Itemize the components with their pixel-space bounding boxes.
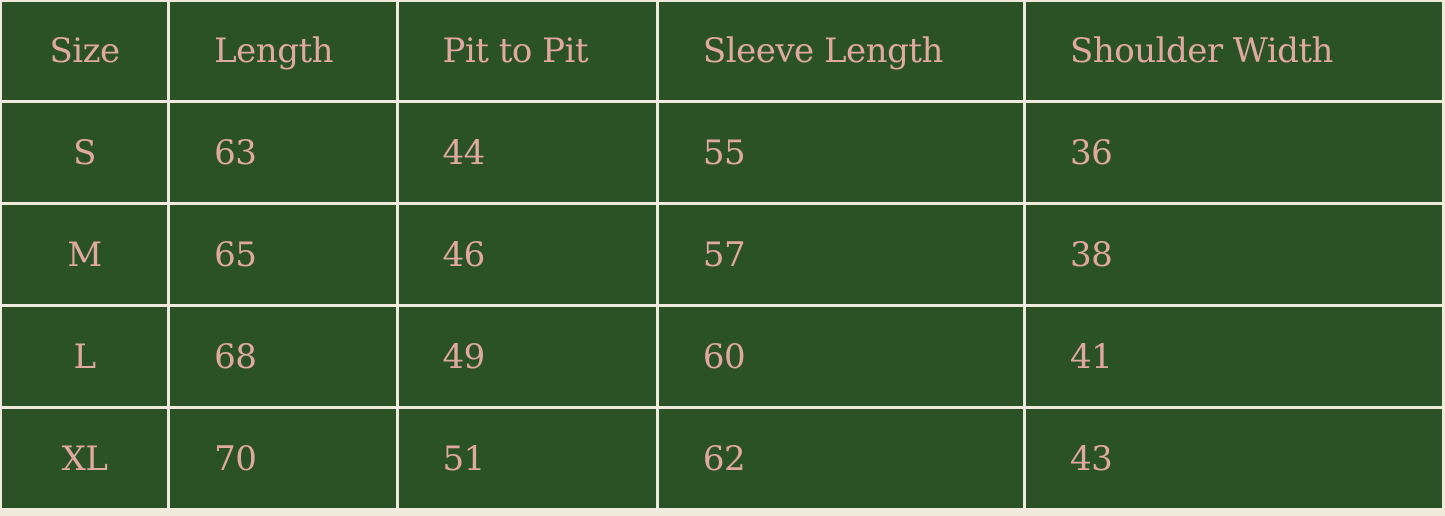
cell-shoulder-width: 41 (1026, 307, 1442, 406)
cell-length: 68 (170, 307, 396, 406)
cell-shoulder-width: 43 (1026, 409, 1442, 508)
table-row: M 65 46 57 38 (2, 205, 1442, 304)
cell-pit-to-pit: 49 (398, 307, 656, 406)
cell-sleeve-length: 60 (658, 307, 1024, 406)
header-length: Length (170, 2, 396, 100)
cell-pit-to-pit: 51 (398, 409, 656, 508)
cell-sleeve-length: 55 (658, 103, 1024, 202)
cell-length: 70 (170, 409, 396, 508)
table-row: S 63 44 55 36 (2, 103, 1442, 202)
cell-sleeve-length: 62 (658, 409, 1024, 508)
cell-sleeve-length: 57 (658, 205, 1024, 304)
cell-shoulder-width: 36 (1026, 103, 1442, 202)
cell-length: 65 (170, 205, 396, 304)
cell-size: L (2, 307, 168, 406)
cell-shoulder-width: 38 (1026, 205, 1442, 304)
header-shoulder-width: Shoulder Width (1026, 2, 1442, 100)
header-sleeve-length: Sleeve Length (658, 2, 1024, 100)
header-pit-to-pit: Pit to Pit (398, 2, 656, 100)
table-row: L 68 49 60 41 (2, 307, 1442, 406)
header-size: Size (2, 2, 168, 100)
cell-size: S (2, 103, 168, 202)
cell-pit-to-pit: 44 (398, 103, 656, 202)
cell-size: XL (2, 409, 168, 508)
cell-size: M (2, 205, 168, 304)
cell-length: 63 (170, 103, 396, 202)
cell-pit-to-pit: 46 (398, 205, 656, 304)
table-row: XL 70 51 62 43 (2, 409, 1442, 508)
header-row: Size Length Pit to Pit Sleeve Length Sho… (2, 2, 1442, 100)
